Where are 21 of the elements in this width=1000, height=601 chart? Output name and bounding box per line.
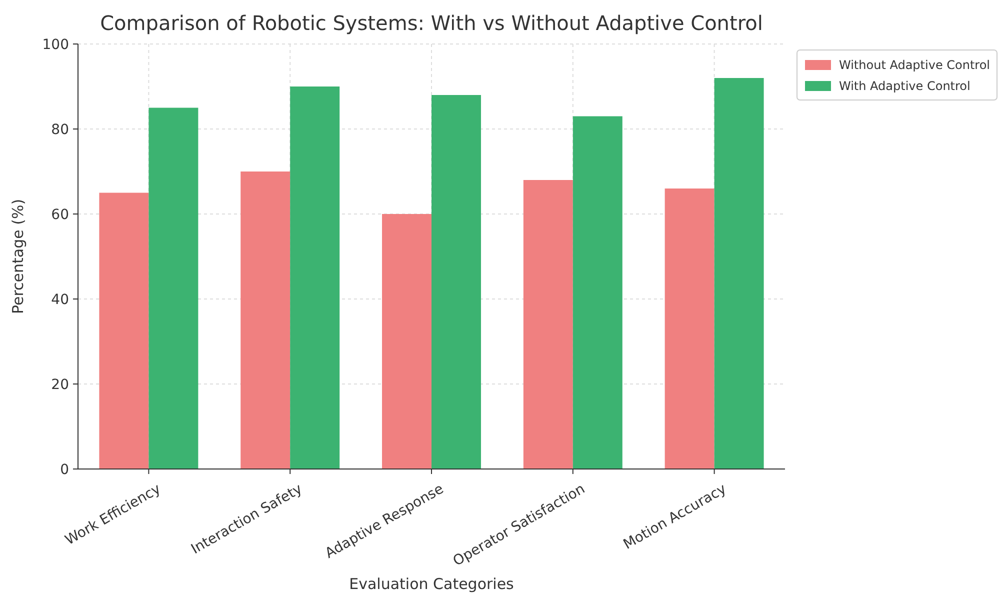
y-axis-title: Percentage (%) bbox=[9, 198, 27, 314]
y-tick-label: 80 bbox=[51, 122, 69, 138]
bar bbox=[240, 172, 290, 469]
bar bbox=[99, 192, 149, 469]
legend-label: With Adaptive Control bbox=[839, 79, 970, 93]
y-tick-label: 100 bbox=[42, 36, 69, 53]
y-tick-label: 60 bbox=[51, 206, 69, 223]
bar bbox=[290, 86, 340, 469]
bar bbox=[382, 214, 432, 469]
y-tick-label: 40 bbox=[51, 292, 69, 308]
bar bbox=[572, 116, 622, 469]
y-tick-label: 20 bbox=[51, 376, 69, 393]
bar bbox=[148, 108, 198, 469]
x-axis-title: Evaluation Categories bbox=[349, 575, 514, 593]
legend-label: Without Adaptive Control bbox=[839, 58, 990, 72]
chart-title: Comparison of Robotic Systems: With vs Without Adaptive Control bbox=[100, 11, 763, 35]
bar bbox=[523, 180, 573, 469]
bar bbox=[432, 95, 481, 469]
y-tick-label: 0 bbox=[60, 462, 69, 478]
bar bbox=[714, 78, 764, 469]
bar bbox=[664, 188, 714, 469]
